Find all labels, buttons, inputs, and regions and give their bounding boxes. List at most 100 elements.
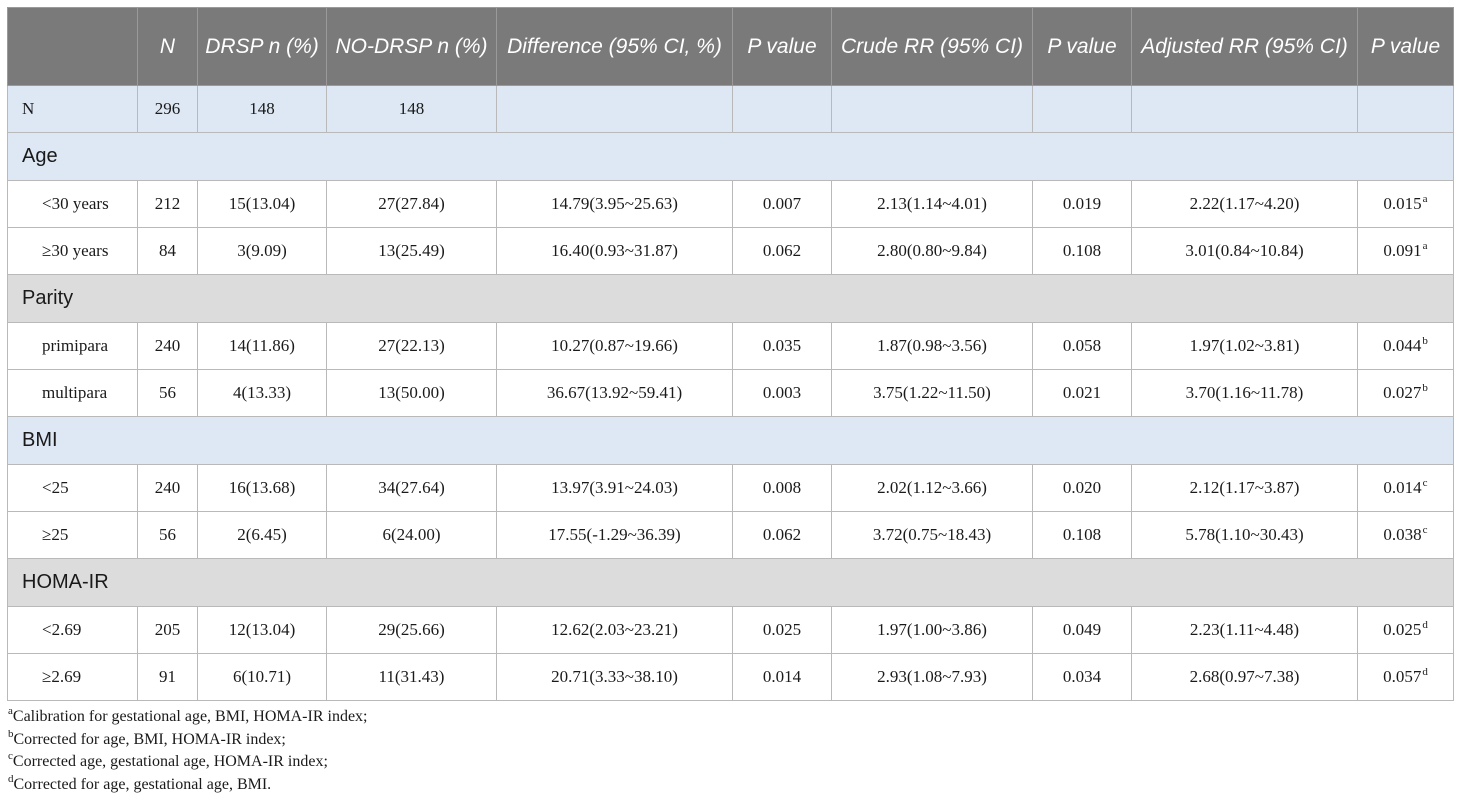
footnote-marker: c bbox=[1422, 477, 1428, 489]
cell-drsp: 148 bbox=[197, 85, 327, 133]
table-row: <2.69 205 12(13.04) 29(25.66) 12.62(2.03~23.… bbox=[7, 606, 1454, 654]
table-row: ≥2.69 91 6(10.71) 11(31.43) 20.71(3.33~38.10… bbox=[7, 653, 1454, 701]
table-body: N 296 148 148 Age <30 years 212 15(13.04) 27… bbox=[7, 85, 1454, 701]
table-row: ≥30 years 84 3(9.09) 13(25.49) 16.40(0.93~31… bbox=[7, 227, 1454, 275]
cell-empty bbox=[732, 85, 832, 133]
footnote-marker: b bbox=[1422, 382, 1428, 394]
cell-difference: 14.79(3.95~25.63) bbox=[496, 180, 733, 228]
cell-n: 91 bbox=[137, 653, 198, 701]
footnotes: aCalibration for gestational age, BMI, H… bbox=[7, 706, 1453, 796]
cell-no-drsp: 13(25.49) bbox=[326, 227, 497, 275]
cell-drsp: 6(10.71) bbox=[197, 653, 327, 701]
group-header-row: BMI bbox=[7, 416, 1454, 465]
cell-empty bbox=[1131, 85, 1358, 133]
table-header-row: N DRSP n (%) NO-DRSP n (%) Difference (9… bbox=[7, 7, 1454, 86]
cell-p-value-2: 0.020 bbox=[1032, 464, 1132, 512]
cell-empty bbox=[1032, 85, 1132, 133]
cell-p-value-3: 0.091a bbox=[1357, 227, 1454, 275]
cell-adjusted-rr: 2.12(1.17~3.87) bbox=[1131, 464, 1358, 512]
table-row: primipara 240 14(11.86) 27(22.13) 10.27(0.87… bbox=[7, 322, 1454, 370]
cell-n: 212 bbox=[137, 180, 198, 228]
row-label: primipara bbox=[7, 322, 138, 370]
p-value-text: 0.091 bbox=[1383, 241, 1422, 260]
cell-p-value-3: 0.025d bbox=[1357, 606, 1454, 654]
footnote-mark: b bbox=[8, 727, 14, 740]
footnote-mark: d bbox=[8, 772, 14, 785]
cell-n: 56 bbox=[137, 369, 198, 417]
footnote-marker: d bbox=[1422, 619, 1428, 631]
footnote-marker: b bbox=[1422, 335, 1428, 347]
cell-p-value-1: 0.025 bbox=[732, 606, 832, 654]
footnote-mark: a bbox=[8, 705, 13, 717]
p-value-text: 0.014 bbox=[1383, 478, 1422, 497]
cell-adjusted-rr: 2.23(1.11~4.48) bbox=[1131, 606, 1358, 654]
cell-adjusted-rr: 2.68(0.97~7.38) bbox=[1131, 653, 1358, 701]
row-label: <25 bbox=[7, 464, 138, 512]
cell-p-value-2: 0.108 bbox=[1032, 227, 1132, 275]
cell-adjusted-rr: 3.70(1.16~11.78) bbox=[1131, 369, 1358, 417]
table-row: multipara 56 4(13.33) 13(50.00) 36.67(13.92~… bbox=[7, 369, 1454, 417]
row-label: ≥30 years bbox=[7, 227, 138, 275]
cell-difference: 12.62(2.03~23.21) bbox=[496, 606, 733, 654]
group-header-row: HOMA-IR bbox=[7, 558, 1454, 607]
cell-crude-rr: 2.80(0.80~9.84) bbox=[831, 227, 1033, 275]
cell-p-value-3: 0.044b bbox=[1357, 322, 1454, 370]
cell-no-drsp: 34(27.64) bbox=[326, 464, 497, 512]
header-cell-crude-rr: Crude RR (95% CI) bbox=[831, 7, 1033, 86]
cell-n: 240 bbox=[137, 322, 198, 370]
footnote: cCorrected age, gestational age, HOMA-IR… bbox=[7, 751, 1453, 774]
p-value-text: 0.027 bbox=[1383, 383, 1422, 402]
footnote-mark: c bbox=[8, 750, 13, 762]
table-row-n: N 296 148 148 bbox=[7, 85, 1454, 133]
cell-p-value-2: 0.021 bbox=[1032, 369, 1132, 417]
cell-drsp: 4(13.33) bbox=[197, 369, 327, 417]
row-label: N bbox=[7, 85, 138, 133]
cell-difference: 36.67(13.92~59.41) bbox=[496, 369, 733, 417]
cell-difference: 10.27(0.87~19.66) bbox=[496, 322, 733, 370]
cell-difference: 16.40(0.93~31.87) bbox=[496, 227, 733, 275]
cell-drsp: 16(13.68) bbox=[197, 464, 327, 512]
footnote-text: Calibration for gestational age, BMI, HO… bbox=[12, 708, 368, 725]
cell-p-value-2: 0.019 bbox=[1032, 180, 1132, 228]
footnote-text: Corrected age, gestational age, HOMA-IR … bbox=[12, 753, 328, 770]
cell-no-drsp: 6(24.00) bbox=[326, 511, 497, 559]
footnote-text: Corrected for age, gestational age, BMI. bbox=[13, 775, 272, 793]
cell-drsp: 2(6.45) bbox=[197, 511, 327, 559]
group-header-row: Parity bbox=[7, 274, 1454, 323]
footnote: bCorrected for age, BMI, HOMA-IR index; bbox=[7, 727, 1453, 752]
cell-p-value-2: 0.108 bbox=[1032, 511, 1132, 559]
cell-p-value-1: 0.062 bbox=[732, 511, 832, 559]
cell-adjusted-rr: 5.78(1.10~30.43) bbox=[1131, 511, 1358, 559]
cell-n: 296 bbox=[137, 85, 198, 133]
cell-adjusted-rr: 2.22(1.17~4.20) bbox=[1131, 180, 1358, 228]
row-label: ≥25 bbox=[7, 511, 138, 559]
results-table: N DRSP n (%) NO-DRSP n (%) Difference (9… bbox=[7, 7, 1454, 701]
table-row: <30 years 212 15(13.04) 27(27.84) 14.79(3.95… bbox=[7, 180, 1454, 228]
cell-p-value-1: 0.035 bbox=[732, 322, 832, 370]
p-value-text: 0.044 bbox=[1383, 336, 1422, 355]
cell-crude-rr: 2.13(1.14~4.01) bbox=[831, 180, 1033, 228]
footnote-marker: a bbox=[1422, 240, 1428, 252]
group-label: Age bbox=[7, 132, 1454, 181]
cell-n: 56 bbox=[137, 511, 198, 559]
row-label: ≥2.69 bbox=[7, 653, 138, 701]
footnote-marker: c bbox=[1422, 524, 1428, 536]
cell-empty bbox=[496, 85, 733, 133]
footnote-marker: d bbox=[1422, 666, 1428, 678]
row-label: <30 years bbox=[7, 180, 138, 228]
cell-drsp: 12(13.04) bbox=[197, 606, 327, 654]
p-value-text: 0.015 bbox=[1383, 194, 1422, 213]
cell-difference: 20.71(3.33~38.10) bbox=[496, 653, 733, 701]
footnote: dCorrected for age, gestational age, BMI… bbox=[7, 772, 1453, 797]
cell-p-value-3: 0.057d bbox=[1357, 653, 1454, 701]
cell-n: 84 bbox=[137, 227, 198, 275]
cell-difference: 17.55(-1.29~36.39) bbox=[496, 511, 733, 559]
cell-difference: 13.97(3.91~24.03) bbox=[496, 464, 733, 512]
cell-adjusted-rr: 1.97(1.02~3.81) bbox=[1131, 322, 1358, 370]
header-cell-p-value-3: P value bbox=[1357, 7, 1454, 86]
cell-crude-rr: 3.72(0.75~18.43) bbox=[831, 511, 1033, 559]
header-cell-p-value-1: P value bbox=[732, 7, 832, 86]
cell-crude-rr: 2.93(1.08~7.93) bbox=[831, 653, 1033, 701]
header-cell-label bbox=[7, 7, 138, 86]
cell-no-drsp: 29(25.66) bbox=[326, 606, 497, 654]
